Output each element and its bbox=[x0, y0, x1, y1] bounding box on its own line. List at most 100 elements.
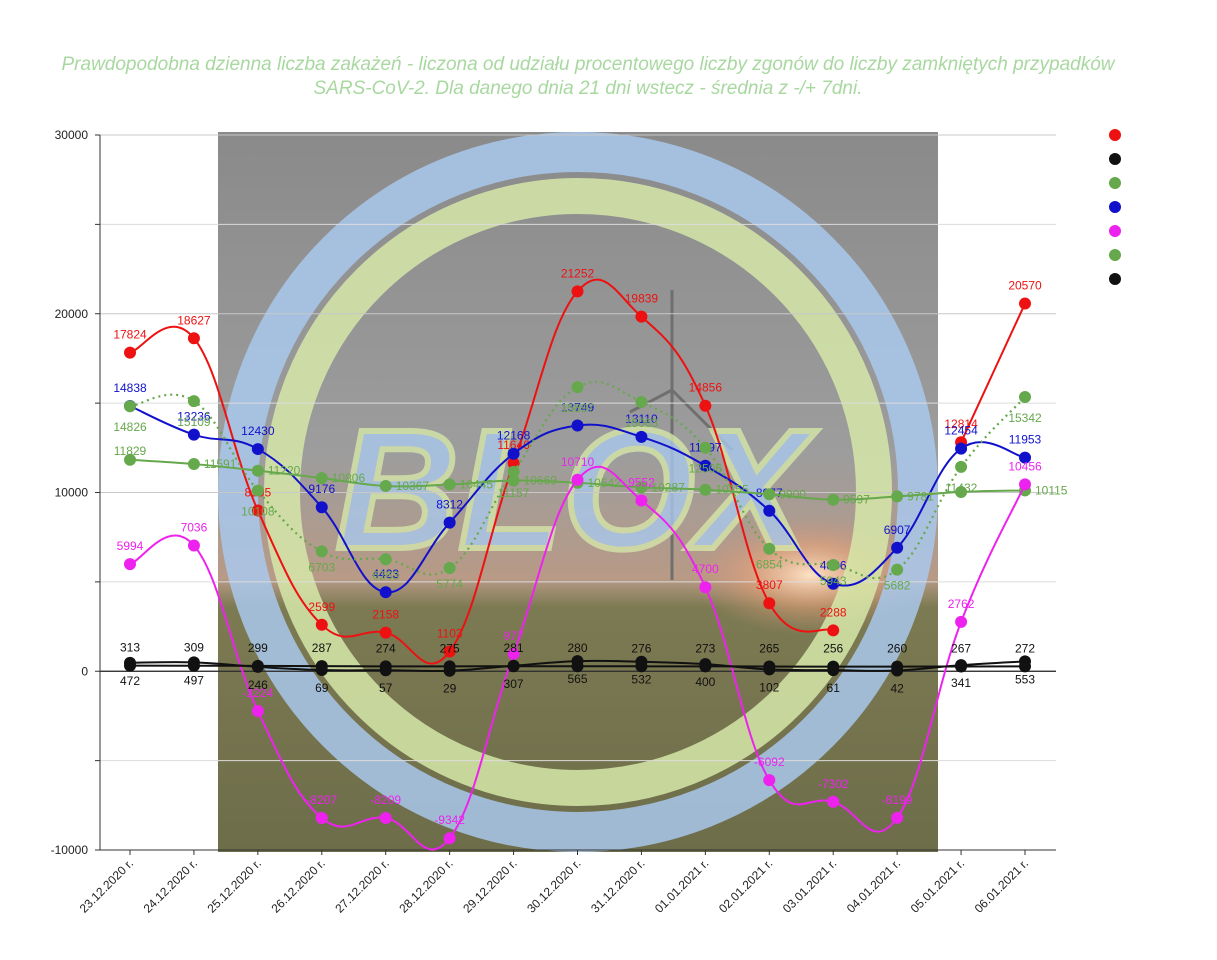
x-tick-label: 01.01.2021 r. bbox=[652, 856, 711, 915]
data-point bbox=[507, 659, 520, 672]
data-point bbox=[187, 656, 200, 669]
data-label: 7036 bbox=[181, 520, 208, 534]
data-point bbox=[571, 419, 584, 432]
x-tick-label: 05.01.2021 r. bbox=[908, 856, 967, 915]
data-label: 10806 bbox=[332, 471, 366, 485]
data-label: 13110 bbox=[625, 412, 658, 426]
data-point bbox=[827, 577, 840, 590]
data-label: 69 bbox=[315, 681, 329, 695]
data-label: 272 bbox=[1015, 641, 1035, 655]
data-point bbox=[443, 478, 456, 491]
data-label: 9900 bbox=[779, 487, 806, 501]
data-label: 2158 bbox=[372, 608, 399, 622]
data-label: 12454 bbox=[944, 424, 978, 438]
data-label: 341 bbox=[951, 676, 971, 690]
data-label: 11220 bbox=[268, 464, 301, 478]
data-point bbox=[955, 659, 968, 672]
data-label: 265 bbox=[759, 642, 779, 656]
data-label: 29 bbox=[443, 682, 457, 696]
data-point bbox=[124, 346, 136, 359]
series-line bbox=[129, 380, 1026, 580]
data-point bbox=[827, 795, 840, 808]
data-point bbox=[955, 485, 968, 498]
data-label: 400 bbox=[695, 675, 715, 689]
data-point bbox=[251, 464, 264, 477]
data-label: 287 bbox=[312, 641, 332, 655]
data-label: 532 bbox=[631, 673, 651, 687]
data-label: 5943 bbox=[820, 574, 847, 588]
data-point bbox=[379, 626, 392, 639]
data-label: 11591 bbox=[204, 457, 237, 471]
data-point bbox=[443, 645, 456, 658]
data-label: 19839 bbox=[625, 292, 659, 306]
data-point bbox=[379, 553, 392, 566]
legend-marker bbox=[1109, 153, 1121, 165]
data-label: 10445 bbox=[460, 478, 494, 492]
legend-marker bbox=[1109, 129, 1121, 141]
data-point bbox=[507, 465, 520, 478]
data-label: 42 bbox=[890, 681, 904, 695]
data-label: 11157 bbox=[498, 486, 530, 500]
data-point bbox=[571, 473, 584, 486]
data-label: 307 bbox=[504, 677, 524, 691]
data-label: 8312 bbox=[436, 498, 463, 512]
x-tick-label: 31.12.2020 r. bbox=[588, 856, 647, 915]
data-point bbox=[891, 811, 904, 824]
x-tick-label: 26.12.2020 r. bbox=[268, 856, 327, 915]
series-green: 14826 15109 10108 6703 6263 5774 11157 15897 150… bbox=[113, 380, 1042, 593]
data-label: 12430 bbox=[241, 424, 275, 438]
data-point bbox=[379, 586, 392, 599]
data-point bbox=[571, 381, 584, 394]
data-label: 11953 bbox=[1009, 433, 1042, 447]
data-point bbox=[315, 664, 328, 677]
x-tick-label: 03.01.2021 r. bbox=[780, 856, 839, 915]
data-label: 5774 bbox=[436, 577, 463, 591]
data-label: 6854 bbox=[756, 558, 783, 572]
y-tick-label: 20000 bbox=[55, 307, 89, 321]
series: 1782418627899525992158110311646212521983… bbox=[113, 266, 1068, 851]
data-label: 4423 bbox=[372, 567, 399, 581]
data-label: 246 bbox=[248, 678, 268, 692]
data-label: 472 bbox=[120, 674, 140, 688]
data-label: 9597 bbox=[843, 493, 870, 507]
data-label: 102 bbox=[759, 680, 779, 694]
data-label: 12814 bbox=[944, 417, 978, 431]
data-label: 497 bbox=[184, 673, 204, 687]
data-point bbox=[1019, 391, 1031, 404]
data-point bbox=[251, 504, 264, 517]
data-point bbox=[955, 460, 968, 473]
data-point bbox=[124, 656, 136, 669]
y-tick-label: -10000 bbox=[51, 843, 89, 857]
data-point bbox=[315, 618, 328, 631]
data-label: 14856 bbox=[689, 381, 723, 395]
data-label: 61 bbox=[827, 681, 841, 695]
legend-marker bbox=[1109, 201, 1121, 213]
series-magenta: 5994 7036 -2224 -8207 -8209 -9342 977 10710 9552… bbox=[117, 455, 1042, 851]
data-point bbox=[827, 664, 840, 677]
data-point bbox=[827, 493, 840, 506]
data-label: -7302 bbox=[818, 777, 849, 791]
data-label: 280 bbox=[567, 641, 587, 655]
data-point bbox=[1019, 451, 1031, 464]
data-label: 10108 bbox=[241, 505, 275, 519]
data-point bbox=[571, 285, 584, 298]
data-point bbox=[891, 490, 904, 503]
x-tick-label: 06.01.2021 r. bbox=[972, 856, 1031, 915]
data-point bbox=[635, 430, 648, 443]
data-label: 9176 bbox=[308, 482, 335, 496]
x-tick-label: 30.12.2020 r. bbox=[524, 856, 583, 915]
data-point bbox=[699, 658, 712, 671]
data-point bbox=[635, 310, 648, 323]
data-point bbox=[891, 541, 904, 554]
data-label: 9552 bbox=[628, 476, 655, 490]
data-label: 6703 bbox=[308, 560, 335, 574]
x-tick-label: 29.12.2020 r. bbox=[460, 856, 519, 915]
data-label: 276 bbox=[631, 641, 651, 655]
data-point bbox=[379, 664, 392, 677]
data-point bbox=[124, 400, 136, 413]
data-label: 299 bbox=[248, 641, 268, 655]
series-blue: 14838 13236 12430 9176 4423 8312 12168 13749 131… bbox=[113, 381, 1042, 599]
data-label: 565 bbox=[567, 672, 587, 686]
data-label: -2224 bbox=[243, 686, 274, 700]
data-point bbox=[507, 447, 520, 460]
